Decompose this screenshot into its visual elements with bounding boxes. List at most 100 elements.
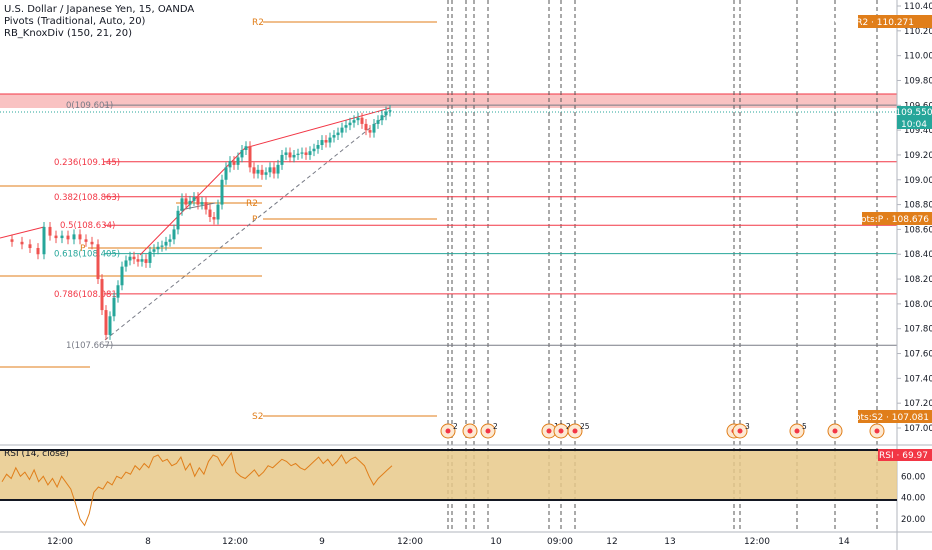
price-tick-label: 109.800 — [904, 76, 932, 86]
rsi-value-label: RSI · 69.97 — [878, 449, 932, 461]
candle-body — [324, 140, 328, 143]
candle-body — [276, 164, 280, 174]
candle-body — [176, 210, 180, 230]
event-dot — [467, 428, 473, 434]
candle-body — [292, 154, 296, 158]
candle-body — [212, 217, 216, 220]
rsi-tick-label: 20.00 — [901, 515, 925, 525]
candle-body — [304, 152, 308, 155]
rsi-tick-label: 40.00 — [901, 494, 925, 504]
candle-body — [152, 249, 156, 252]
candle-body — [120, 266, 124, 286]
pivot-label: S2 — [252, 412, 263, 422]
candle-body — [84, 239, 88, 242]
fib-level-label: 0.786(108.081) — [54, 290, 120, 300]
candle-body — [228, 161, 232, 168]
pivot-r2-text: Pivots:R2 · 110.271 — [826, 18, 914, 28]
pivot-label: R2 — [252, 18, 264, 28]
price-tick-label: 108.000 — [904, 300, 932, 310]
event-count: 5 — [802, 422, 807, 431]
pivots-indicator-title[interactable]: Pivots (Traditional, Auto, 20) — [4, 16, 146, 27]
candle-body — [192, 197, 196, 201]
pivot-lines: R2R2PS2P — [0, 18, 437, 422]
event-marker[interactable]: 2 — [480, 422, 498, 439]
event-dot — [445, 428, 451, 434]
pivot-p-label: Pivots:P · 108.676 — [848, 212, 932, 225]
pivot-s2-label: Pivots:S2 · 107.081 — [842, 410, 932, 423]
event-dot — [874, 428, 880, 434]
event-count: 3 — [745, 422, 750, 431]
candlesticks — [10, 105, 392, 340]
event-marker[interactable] — [462, 423, 478, 439]
candle-body — [216, 204, 220, 220]
candle-body — [328, 137, 332, 143]
candle-body — [90, 241, 94, 245]
countdown-text: 10:04 — [901, 120, 927, 130]
candle-body — [100, 279, 104, 311]
candle-body — [220, 179, 224, 205]
event-marker[interactable]: 5 — [789, 422, 807, 439]
candle-body — [180, 198, 184, 211]
candle-body — [340, 127, 344, 133]
candle-body — [296, 153, 300, 155]
price-tick-label: 107.200 — [904, 399, 932, 409]
candle-body — [236, 157, 240, 165]
candle-body — [356, 117, 360, 121]
candle-body — [28, 244, 32, 249]
event-dot — [737, 428, 743, 434]
pivot-p-text: Pivots:P · 108.676 — [848, 215, 929, 225]
event-marker[interactable] — [827, 423, 843, 439]
candle-body — [208, 209, 212, 217]
event-count: 2 — [453, 422, 458, 431]
candle-body — [78, 234, 82, 240]
event-markers[interactable]: 221022535 — [440, 422, 885, 439]
candle-body — [204, 202, 208, 210]
candle-body — [264, 172, 268, 175]
time-axis[interactable]: 12:00 8 12:00 9 12:00 10 09:00 12 13 12:00 14 — [47, 537, 850, 547]
fib-level-label: 0.5(108.634) — [60, 221, 115, 231]
candle-body — [344, 125, 348, 128]
candle-body — [200, 202, 204, 205]
pivot-label: R2 — [246, 199, 258, 209]
candle-body — [112, 297, 116, 317]
candle-body — [336, 132, 340, 136]
candle-body — [10, 239, 14, 242]
price-tick-label: 108.600 — [904, 225, 932, 235]
knoxdiv-indicator-title[interactable]: RB_KnoxDiv (150, 21, 20) — [4, 28, 133, 39]
candle-body — [308, 151, 312, 155]
fib-level-label: 1(107.667) — [66, 341, 113, 351]
event-marker[interactable]: 2 — [440, 422, 458, 439]
candle-body — [160, 245, 164, 247]
candle-body — [300, 152, 304, 154]
candle-body — [244, 146, 248, 150]
price-tick-label: 107.600 — [904, 350, 932, 360]
pivot-label: P — [80, 244, 86, 254]
candle-body — [144, 259, 148, 263]
rsi-band — [0, 450, 897, 500]
trend-lines — [0, 107, 391, 341]
trend-line-dashed — [104, 111, 391, 341]
candle-body — [288, 152, 292, 158]
rsi-line — [1, 451, 393, 527]
candle-body — [316, 145, 320, 149]
event-count: 25 — [580, 422, 590, 431]
candle-body — [128, 256, 132, 261]
last-price-label: 109.550 10:04 — [895, 106, 932, 130]
price-pane[interactable] — [0, 0, 897, 445]
event-count: 2 — [566, 422, 571, 431]
candle-body — [332, 135, 336, 138]
event-marker[interactable] — [869, 423, 885, 439]
event-dot — [558, 428, 564, 434]
price-tick-label: 107.000 — [904, 424, 932, 434]
pivot-r2-label: Pivots:R2 · 110.271 — [826, 15, 932, 28]
event-marker[interactable]: 3 — [732, 422, 750, 439]
candle-body — [108, 316, 112, 335]
event-marker[interactable]: 25 — [567, 422, 590, 439]
trend-line — [244, 107, 391, 149]
event-marker[interactable]: 2 — [553, 422, 571, 439]
fib-level-label: 0(109.601) — [66, 101, 113, 111]
symbol-title[interactable]: U.S. Dollar / Japanese Yen, 15, OANDA — [4, 4, 195, 15]
